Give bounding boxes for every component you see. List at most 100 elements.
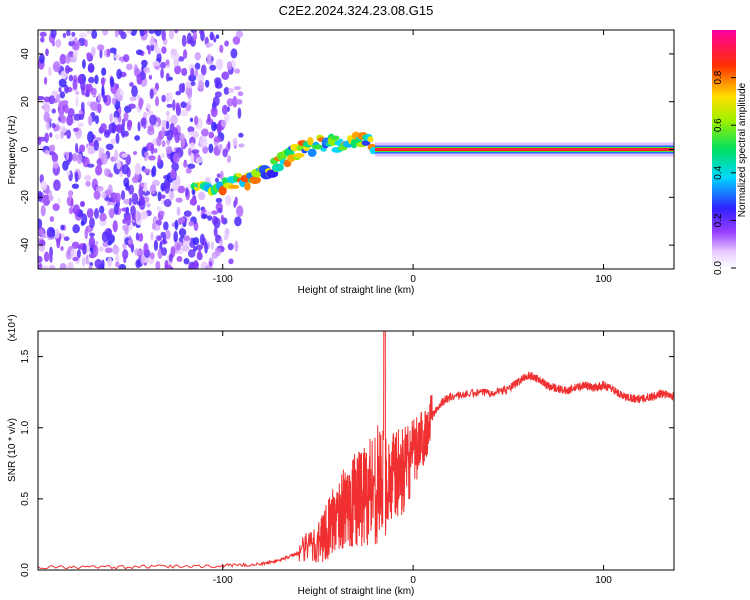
heatmap-cell: [236, 205, 244, 217]
heatmap-cell: [74, 171, 79, 183]
heatmap-cell: [72, 224, 80, 234]
heatmap-cell: [307, 148, 317, 157]
heatmap-cell: [205, 42, 214, 47]
heatmap-cell: [163, 198, 172, 208]
heatmap-cell: [116, 123, 123, 134]
x-tick-label: -100: [213, 274, 233, 285]
heatmap-cell: [181, 244, 190, 252]
heatmap-cell: [72, 256, 79, 262]
heatmap-cell: [123, 111, 129, 122]
heatmap-cell: [214, 91, 222, 98]
heatmap-cell: [175, 197, 183, 203]
heatmap-cell: [98, 205, 105, 214]
heatmap-cell: [160, 68, 164, 79]
x-tick-label: 100: [595, 274, 612, 285]
heatmap-cell: [142, 190, 151, 196]
heatmap-cell: [113, 203, 119, 215]
heatmap-cell: [215, 34, 220, 40]
heatmap-cell: [213, 136, 222, 143]
heatmap-cell: [51, 144, 55, 151]
heatmap-cell: [79, 201, 86, 207]
heatmap-cell: [43, 103, 51, 114]
heatmap-cell: [40, 180, 48, 191]
heatmap-cell: [124, 226, 129, 235]
heatmap-cell: [94, 208, 100, 220]
heatmap-cell: [98, 147, 105, 155]
heatmap-cell: [88, 265, 93, 269]
heatmap-cell: [122, 218, 127, 224]
heatmap-cell: [120, 190, 126, 201]
heatmap-cell: [104, 129, 112, 135]
x-tick-label: 100: [595, 575, 612, 586]
heatmap-cell: [160, 231, 166, 238]
heatmap-cell: [90, 101, 99, 111]
heatmap-cell: [58, 78, 67, 88]
heatmap-cell: [223, 86, 230, 95]
heatmap-cell: [66, 129, 72, 139]
heatmap-cell: [161, 30, 166, 41]
heatmap-cell: [131, 192, 139, 205]
heatmap-cell: [65, 54, 71, 64]
heatmap-cell: [152, 60, 160, 67]
heatmap-cell: [64, 65, 71, 74]
heatmap-cell: [40, 36, 45, 43]
heatmap-cell: [146, 110, 154, 116]
heatmap-cell: [218, 185, 227, 196]
heatmap-cell: [206, 60, 214, 65]
heatmap-cell: [144, 30, 148, 35]
heatmap-cell: [185, 187, 189, 197]
heatmap-cell: [194, 68, 199, 77]
heatmap-cell: [102, 241, 109, 248]
y-tick-label: -20: [20, 190, 31, 205]
heatmap-cell: [226, 61, 233, 71]
heatmap-cell: [161, 247, 168, 256]
heatmap-cell: [172, 127, 179, 136]
heatmap-cell: [48, 95, 55, 105]
heatmap-cell: [45, 48, 49, 57]
heatmap-cell: [123, 256, 127, 264]
heatmap-cell: [72, 43, 80, 51]
heatmap-cell: [177, 185, 186, 194]
heatmap-cell: [140, 117, 147, 127]
heatmap-cell: [59, 125, 67, 134]
heatmap-cell: [128, 103, 136, 109]
heatmap-cell: [156, 206, 162, 212]
heatmap-cell: [175, 244, 181, 251]
heatmap-cell: [188, 220, 195, 227]
heatmap-cell: [212, 96, 220, 107]
heatmap-cell: [49, 216, 55, 222]
heatmap-cell: [221, 71, 230, 81]
heatmap-cell: [71, 31, 76, 37]
heatmap-cell: [190, 81, 196, 87]
heatmap-cell: [165, 120, 170, 130]
heatmap-cell: [125, 206, 130, 215]
heatmap-cell: [194, 51, 201, 61]
heatmap-cell: [138, 186, 144, 198]
heatmap-cell: [112, 245, 120, 255]
y-tick-label: 0: [20, 146, 31, 152]
heatmap-cell: [174, 219, 179, 231]
heatmap-cell: [46, 226, 55, 238]
heatmap-cell: [112, 220, 118, 233]
heatmap-cell: [87, 83, 93, 93]
heatmap-cell: [187, 126, 195, 133]
heatmap-cell: [148, 74, 152, 80]
heatmap-cell: [130, 205, 136, 217]
heatmap-cell: [87, 163, 95, 168]
heatmap-cell: [132, 151, 138, 156]
heatmap-cell: [232, 36, 241, 45]
heatmap-cell: [92, 244, 99, 257]
heatmap-cell: [202, 145, 209, 154]
heatmap-cell: [122, 54, 130, 63]
heatmap-cell: [125, 214, 132, 226]
heatmap-cell: [135, 49, 143, 56]
heatmap-cell: [219, 44, 224, 53]
heatmap-cell: [165, 229, 171, 240]
heatmap-cell: [41, 233, 47, 239]
x-tick-label: 0: [410, 274, 416, 285]
heatmap-cell: [155, 219, 162, 226]
heatmap-cell: [88, 65, 95, 73]
colorbar-label: Normalized spectral amplitude: [737, 82, 748, 217]
heatmap-cell: [199, 137, 208, 148]
